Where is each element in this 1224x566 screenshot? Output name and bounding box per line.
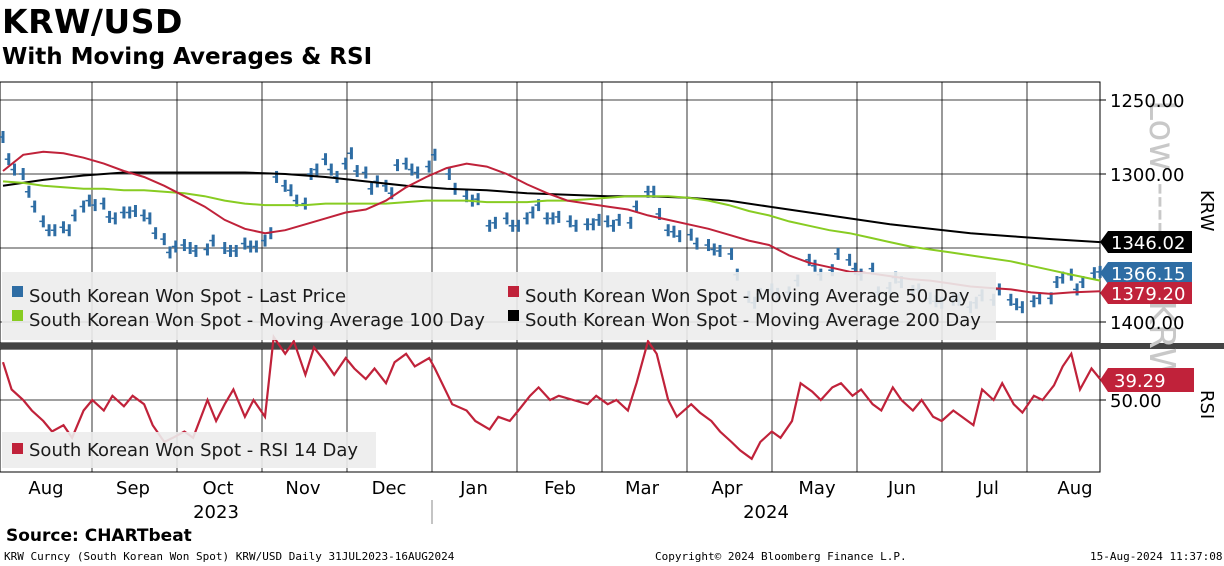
tag-label-ma50: 1379.20	[1111, 284, 1185, 305]
x-month-label: Aug	[28, 478, 63, 499]
y-tick-label: 1400.00	[1110, 313, 1184, 334]
legend-swatch-ma100	[12, 310, 23, 321]
tag-label-rsi: 39.29	[1114, 371, 1166, 392]
panel-frames	[0, 81, 1224, 473]
x-axis: Aug Sep Oct Nov Dec Jan Feb Mar Apr May Jun Jul Aug 2…	[28, 478, 1093, 524]
legend-label-rsi: South Korean Won Spot - RSI 14 Day	[29, 440, 358, 461]
x-year-label: 2023	[193, 502, 239, 523]
tag-label-ma200: 1346.02	[1111, 233, 1185, 254]
footer-timestamp: 15-Aug-2024 11:37:08	[1090, 550, 1223, 563]
legends: South Korean Won Spot - Last Price South …	[2, 272, 996, 468]
chart-subtitle: With Moving Averages & RSI	[2, 44, 373, 70]
x-month-label: Nov	[285, 478, 320, 499]
source-label: Source: CHARTbeat	[6, 526, 192, 546]
x-month-label: Oct	[202, 478, 233, 499]
legend-label-ma100: South Korean Won Spot - Moving Average 1…	[29, 310, 485, 331]
y-axis: 1250.00 1300.00 1400.00 50.00 KRW RSI	[1100, 91, 1217, 419]
y-tick-label: 1300.00	[1110, 165, 1184, 186]
x-month-label: Dec	[372, 478, 407, 499]
panel-divider	[0, 343, 1224, 349]
legend-swatch-price	[12, 286, 23, 297]
x-month-label: Aug	[1057, 478, 1092, 499]
y-axis-title-rsi: RSI	[1196, 390, 1217, 419]
rsi-tick-label: 50.00	[1110, 391, 1162, 412]
x-month-label: Jan	[459, 478, 488, 499]
x-month-label: Jul	[976, 478, 999, 499]
ma100-line	[2, 180, 1101, 282]
tag-ma50	[1100, 282, 1192, 304]
x-month-label: Jun	[887, 478, 916, 499]
y-tick-label: 1250.00	[1110, 91, 1184, 112]
legend-swatch-ma50	[508, 286, 519, 297]
tag-label-price: 1366.15	[1111, 264, 1185, 285]
x-month-label: Mar	[625, 478, 660, 499]
ma200-line	[2, 171, 1101, 244]
x-year-label: 2024	[743, 502, 789, 523]
tag-price	[1100, 262, 1192, 284]
price-bar	[7, 153, 11, 166]
price-bar	[61, 221, 65, 234]
tag-rsi	[1100, 368, 1194, 392]
x-month-label: Feb	[544, 478, 576, 499]
legend-swatch-rsi	[12, 443, 23, 454]
price-bar	[13, 163, 17, 176]
footer-copyright: Copyright© 2024 Bloomberg Finance L.P.	[655, 550, 907, 563]
main-legend-box	[2, 272, 996, 340]
legend-label-ma200: South Korean Won Spot - Moving Average 2…	[525, 310, 981, 331]
rsi-legend-box	[2, 432, 376, 468]
legend-label-ma50: South Korean Won Spot - Moving Average 5…	[525, 286, 970, 307]
y-axis-title-krw: KRW	[1196, 190, 1217, 232]
legend-label-price: South Korean Won Spot - Last Price	[29, 286, 346, 307]
x-month-label: Apr	[711, 478, 743, 499]
footer-ticker: KRW Curncy (South Korean Won Spot) KRW/U…	[4, 550, 455, 563]
tag-ma200	[1100, 231, 1192, 253]
x-month-label: May	[798, 478, 836, 499]
x-month-label: Sep	[116, 478, 150, 499]
legend-swatch-ma200	[508, 310, 519, 321]
chart-title: KRW/USD	[2, 2, 183, 41]
